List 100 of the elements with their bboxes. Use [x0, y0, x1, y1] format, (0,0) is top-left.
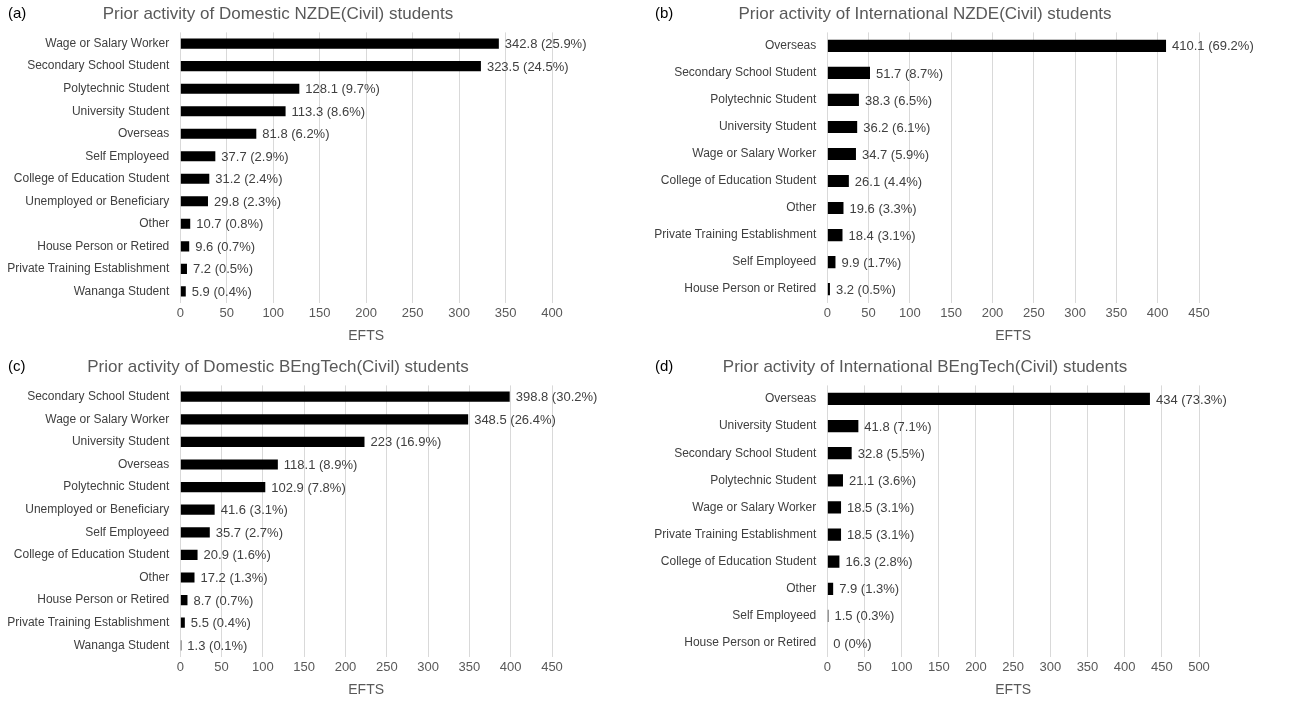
- data-label: 9.6 (0.7%): [195, 238, 256, 254]
- bar: [827, 66, 870, 80]
- y-tick-label: Private Training Establishment: [654, 227, 817, 242]
- y-tick-label: Other: [786, 581, 817, 596]
- bar: [180, 151, 216, 162]
- bar: [827, 474, 843, 487]
- data-label: 128.1 (9.7%): [305, 81, 380, 97]
- data-label: 18.5 (3.1%): [847, 500, 915, 516]
- x-tick-label: 250: [1022, 304, 1045, 320]
- bar: [180, 527, 210, 538]
- data-label: 38.3 (6.5%): [864, 92, 933, 108]
- x-tick-label: 450: [541, 658, 563, 674]
- y-tick-label: Polytechnic Student: [710, 92, 817, 107]
- y-tick-label: University Student: [718, 119, 817, 134]
- y-tick-label: Self Employeed: [85, 148, 170, 163]
- data-label: 1.5 (0.3%): [834, 608, 895, 624]
- x-tick-label: 0: [176, 304, 184, 320]
- x-tick-label: 400: [1113, 658, 1136, 674]
- data-label: 0 (0%): [833, 635, 872, 651]
- text: (b): [655, 3, 674, 21]
- data-label: 323.5 (24.5%): [486, 58, 569, 74]
- data-label: 26.1 (4.4%): [854, 173, 923, 189]
- x-tick-label: 150: [940, 304, 963, 320]
- y-tick-label: Wage or Salary Worker: [692, 146, 817, 161]
- x-tick-label: 100: [262, 304, 285, 320]
- data-label: 7.2 (0.5%): [192, 261, 253, 277]
- x-tick-label: 400: [1146, 304, 1169, 320]
- y-tick-label: College of Education Student: [13, 547, 170, 562]
- x-tick-label: 350: [458, 658, 481, 674]
- bar: [180, 61, 481, 72]
- x-tick-label: 450: [1188, 304, 1210, 320]
- bar: [827, 582, 834, 595]
- y-tick-label: College of Education Student: [660, 173, 817, 188]
- data-label: 34.7 (5.9%): [861, 146, 930, 162]
- x-tick-label: 200: [981, 304, 1004, 320]
- x-tick-label: 100: [899, 304, 921, 320]
- bar: [180, 572, 195, 583]
- data-label: 32.8 (5.5%): [857, 445, 925, 461]
- data-label: 18.4 (3.1%): [848, 227, 916, 243]
- x-axis-title: EFTS: [348, 681, 385, 698]
- data-label: 434 (73.3%): [1155, 391, 1227, 407]
- y-tick-label: Polytechnic Student: [63, 81, 170, 95]
- x-tick-label: 200: [334, 658, 357, 674]
- x-tick-label: 300: [1064, 304, 1086, 320]
- x-tick-label: 300: [1039, 658, 1062, 674]
- bar: [827, 501, 842, 514]
- x-tick-label: 200: [355, 304, 377, 320]
- data-label: 35.7 (2.7%): [215, 524, 283, 540]
- x-tick-label: 150: [927, 658, 950, 674]
- data-label: 17.2 (1.3%): [200, 570, 268, 586]
- y-tick-label: College of Education Student: [660, 553, 817, 568]
- data-label: 41.8 (7.1%): [864, 418, 932, 434]
- x-tick-label: 50: [219, 304, 234, 320]
- bar: [180, 218, 191, 229]
- data-label: 51.7 (8.7%): [876, 65, 944, 81]
- x-tick-label: 50: [857, 658, 872, 674]
- data-label: 19.6 (3.3%): [849, 200, 917, 216]
- y-tick-label: Unemployed or Beneficiary: [25, 502, 170, 517]
- x-axis-title: EFTS: [995, 681, 1032, 698]
- y-tick-label: Private Training Establishment: [7, 261, 170, 276]
- data-label: 31.2 (2.4%): [215, 171, 283, 187]
- y-tick-label: Secondary School Student: [674, 445, 817, 460]
- y-tick-label: College of Education Student: [13, 171, 170, 186]
- bar: [180, 436, 365, 447]
- y-tick-label: Wananga Student: [73, 283, 170, 298]
- x-tick-label: 350: [494, 304, 517, 320]
- y-tick-label: Overseas: [117, 126, 170, 141]
- bar: [180, 196, 208, 207]
- x-tick-label: 50: [861, 304, 876, 320]
- bar: [827, 174, 849, 188]
- data-label: 36.2 (6.1%): [863, 119, 931, 135]
- bar: [827, 201, 844, 215]
- y-tick-label: Other: [786, 200, 817, 215]
- data-label: 18.5 (3.1%): [847, 527, 915, 543]
- x-tick-label: 150: [293, 658, 316, 674]
- data-label: 118.1 (8.9%): [283, 457, 358, 473]
- bar: [180, 286, 186, 297]
- data-label: 223 (16.9%): [370, 434, 442, 450]
- bar: [180, 414, 469, 425]
- x-tick-label: 150: [308, 304, 331, 320]
- data-label: 102.9 (7.8%): [271, 479, 346, 495]
- y-tick-label: Self Employeed: [85, 524, 170, 539]
- y-tick-label: Overseas: [764, 38, 817, 53]
- x-axis-title: EFTS: [995, 327, 1032, 344]
- data-label: 7.9 (1.3%): [839, 581, 900, 597]
- data-label: 9.9 (1.7%): [841, 254, 902, 270]
- x-tick-label: 0: [823, 304, 831, 320]
- y-tick-label: Secondary School Student: [674, 65, 817, 80]
- x-tick-label: 250: [375, 658, 398, 674]
- x-tick-label: 400: [541, 304, 563, 320]
- text: (c): [8, 356, 26, 374]
- data-label: 16.3 (2.8%): [845, 554, 913, 570]
- x-tick-label: 50: [214, 658, 229, 674]
- bar: [827, 147, 856, 161]
- y-tick-label: House Person or Retired: [37, 592, 170, 607]
- bar: [180, 617, 185, 628]
- y-tick-label: Polytechnic Student: [710, 472, 817, 487]
- bar: [827, 120, 858, 134]
- data-label: 21.1 (3.6%): [848, 472, 917, 488]
- x-tick-label: 300: [417, 658, 439, 674]
